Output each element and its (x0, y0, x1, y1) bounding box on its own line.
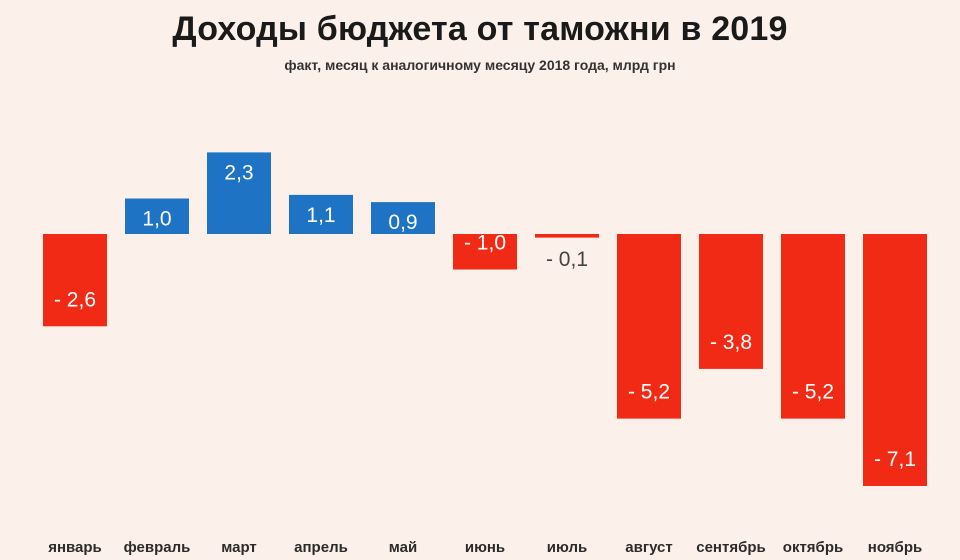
bar-август (617, 234, 681, 419)
chart-title: Доходы бюджета от таможни в 2019 (172, 10, 788, 48)
data-label-октябрь: - 5,2 (792, 381, 834, 404)
bar-октябрь (781, 234, 845, 419)
bar-июнь (453, 234, 517, 270)
data-label-февраль: 1,0 (142, 208, 171, 231)
bar-февраль (125, 198, 189, 234)
data-label-май: 0,9 (388, 211, 417, 234)
data-label-июль: - 0,1 (546, 248, 588, 271)
data-label-ноябрь: - 7,1 (874, 448, 916, 471)
category-label-сентябрь: сентябрь (696, 539, 766, 556)
bar-март (207, 152, 271, 234)
category-label-март: март (221, 539, 257, 556)
bar-июль (535, 234, 599, 238)
category-label-июль: июль (547, 539, 587, 556)
category-label-июнь: июнь (465, 539, 505, 556)
bar-ноябрь (863, 234, 927, 486)
data-label-март: 2,3 (224, 161, 253, 184)
category-label-февраль: февраль (124, 539, 191, 556)
bar-май (371, 202, 435, 234)
bar-сентябрь (699, 234, 763, 369)
category-label-май: май (389, 539, 417, 556)
data-label-август: - 5,2 (628, 381, 670, 404)
data-label-сентябрь: - 3,8 (710, 331, 752, 354)
category-label-январь: январь (48, 539, 102, 556)
category-label-август: август (625, 539, 672, 556)
bar-апрель (289, 194, 353, 234)
bar-январь (43, 234, 107, 327)
category-label-апрель: апрель (294, 539, 348, 556)
data-label-январь: - 2,6 (54, 288, 96, 311)
category-label-ноябрь: ноябрь (868, 539, 922, 556)
data-label-апрель: 1,1 (306, 204, 335, 227)
data-label-июнь: - 1,0 (464, 232, 506, 255)
category-label-октябрь: октябрь (783, 539, 843, 556)
chart-subtitle: факт, месяц к аналогичному месяцу 2018 г… (284, 57, 676, 73)
